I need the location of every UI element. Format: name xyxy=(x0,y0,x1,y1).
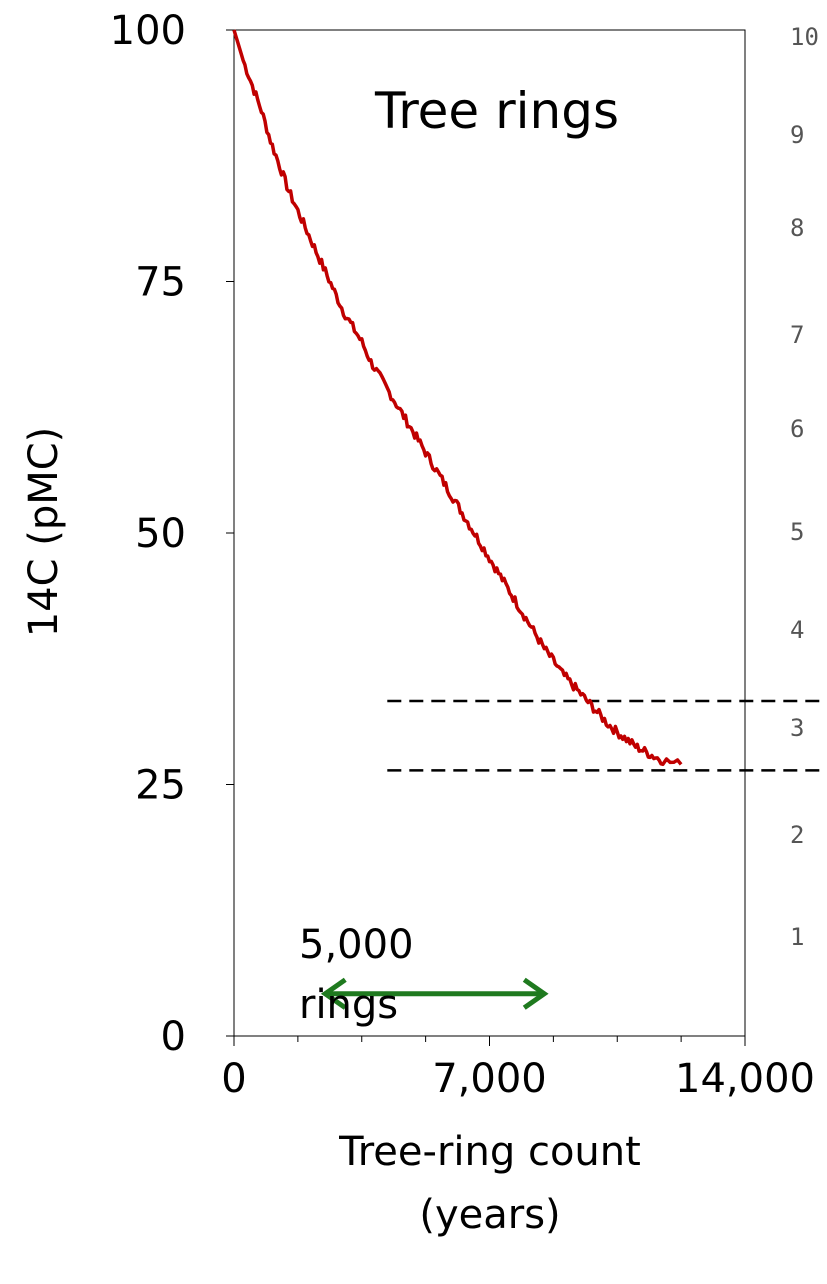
adjacent-panel-tick-label: 5 xyxy=(790,518,804,546)
plot-frame xyxy=(233,29,746,1037)
series-group xyxy=(232,29,683,767)
x-axis-ticks: 0 7,000 14,000 xyxy=(221,1036,815,1102)
adjacent-panel-tick-label: 6 xyxy=(790,415,804,443)
y-tick-label: 0 xyxy=(161,1014,186,1060)
x-tick-label: 0 xyxy=(221,1056,246,1102)
panel-title: Tree rings xyxy=(374,82,619,140)
x-axis-title-line-1: Tree-ring count xyxy=(338,1129,641,1175)
span-arrow-head-right xyxy=(522,977,549,1010)
series-line xyxy=(232,29,683,767)
adjacent-panel-tick-label: 7 xyxy=(790,321,804,349)
span-arrow-head-left xyxy=(320,977,347,1010)
adjacent-panel-tick-label: 3 xyxy=(790,714,804,742)
y-tick-label: 50 xyxy=(135,511,186,557)
adjacent-panel-tick-label: 8 xyxy=(790,214,804,242)
y-tick-label: 75 xyxy=(135,260,186,306)
annotation-text-line: rings xyxy=(299,982,398,1028)
adjacent-panel-tick-label: 2 xyxy=(790,821,804,849)
x-tick-label: 7,000 xyxy=(432,1056,547,1102)
adjacent-panel-partial-ticks: 10 9 8 7 6 5 4 3 2 1 xyxy=(790,23,819,951)
reference-lines xyxy=(387,699,827,772)
x-tick-label: 14,000 xyxy=(675,1056,815,1102)
adjacent-panel-tick-label: 10 xyxy=(790,23,819,51)
x-axis-title-line-2: (years) xyxy=(419,1192,560,1238)
adjacent-panel-tick-label: 9 xyxy=(790,121,804,149)
y-tick-label: 25 xyxy=(135,763,186,809)
y-axis-title: 14C (pMC) xyxy=(21,427,67,638)
adjacent-panel-tick-label: 4 xyxy=(790,616,804,644)
annotation-group: 5,000 rings xyxy=(299,922,549,1028)
y-axis-ticks: 0 25 50 75 100 xyxy=(110,8,234,1060)
annotation-text-line: 5,000 xyxy=(299,922,414,968)
adjacent-panel-tick-label: 1 xyxy=(790,923,804,951)
y-tick-label: 100 xyxy=(110,8,186,54)
